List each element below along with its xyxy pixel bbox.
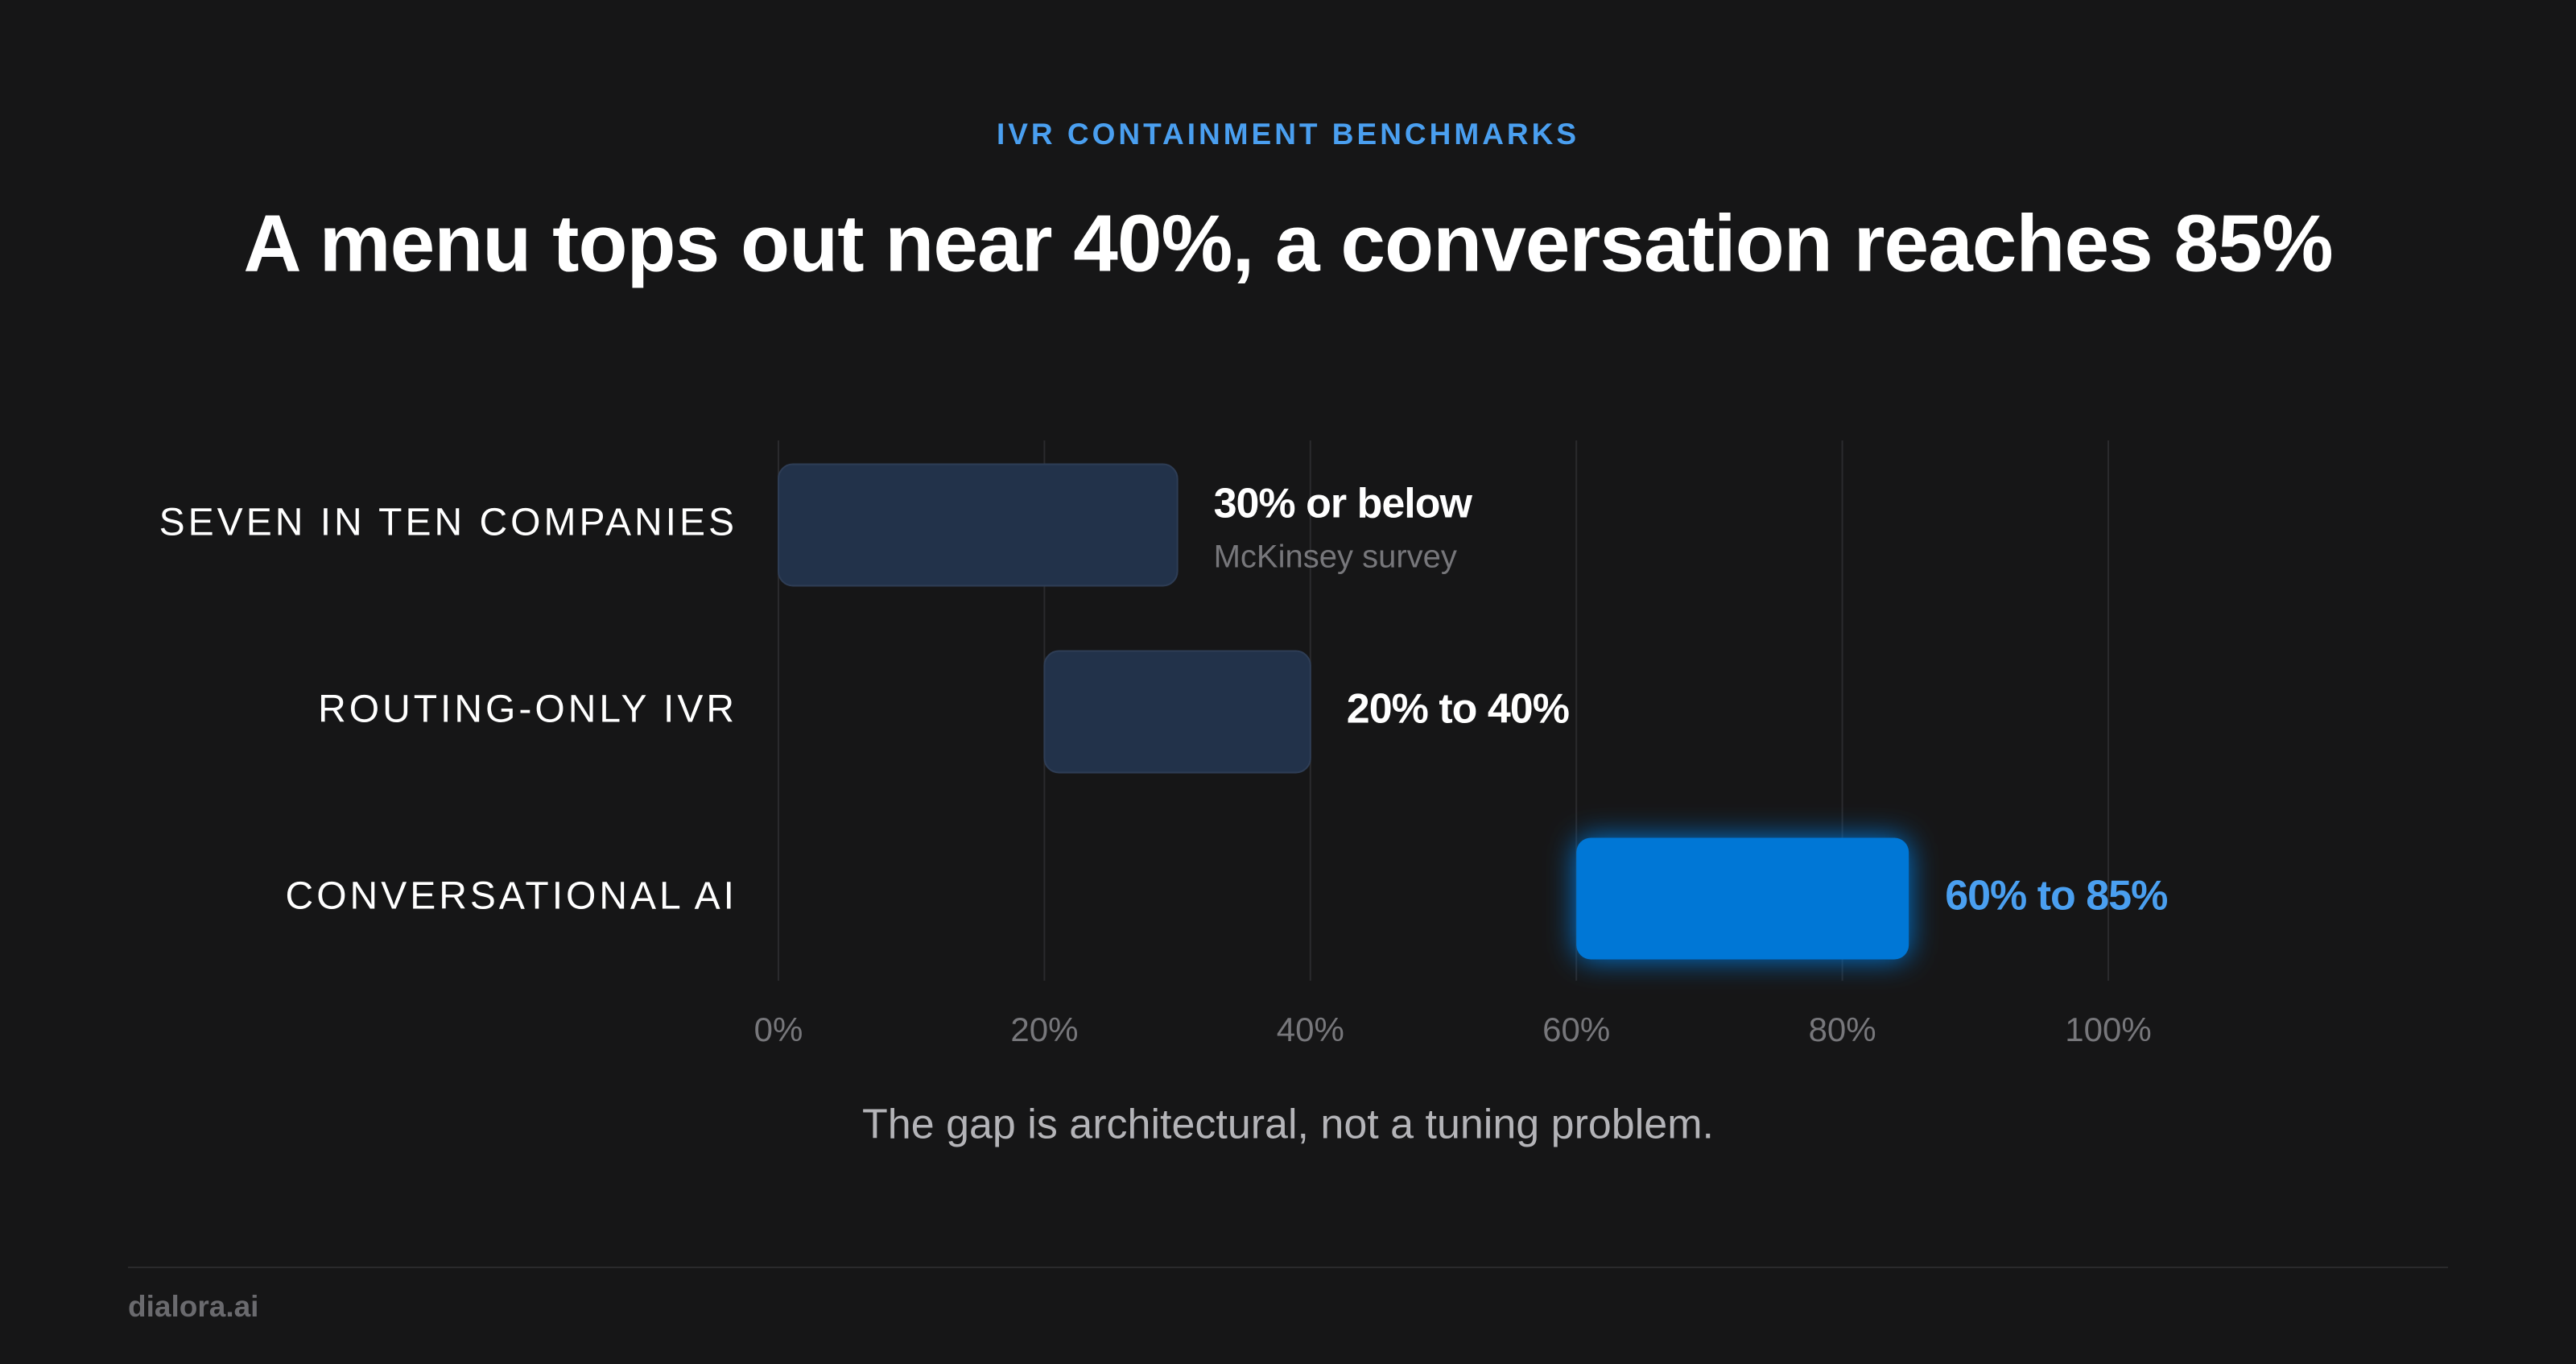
category-label: ROUTING-ONLY IVR — [318, 688, 737, 731]
value-label: 20% to 40% — [1347, 686, 1569, 733]
brand: dialora.ai — [128, 1290, 258, 1323]
bar — [778, 463, 1179, 587]
x-tick-label: 20% — [1010, 1011, 1078, 1048]
plot-area: 0% 20% 40% 60% 80% 100% SEVEN IN TEN COMPANIES… — [159, 440, 2168, 1048]
category-label: CONVERSATIONAL AI — [286, 875, 737, 918]
value-label: 60% to 85% — [1945, 873, 2167, 920]
x-tick-label: 0% — [754, 1011, 803, 1048]
x-tick-label: 60% — [1542, 1011, 1610, 1048]
caption: The gap is architectural, not a tuning p… — [862, 1102, 1714, 1148]
bar — [1576, 837, 1909, 960]
value-note: McKinsey survey — [1214, 539, 1457, 575]
x-tick-label: 40% — [1277, 1011, 1344, 1048]
kicker: IVR CONTAINMENT BENCHMARKS — [997, 118, 1579, 151]
chart-title: A menu tops out near 40%, a conversation… — [243, 198, 2332, 288]
value-label: 30% or below — [1214, 481, 1473, 527]
x-tick-label: 100% — [2065, 1011, 2151, 1048]
bar — [1043, 650, 1311, 774]
category-label: SEVEN IN TEN COMPANIES — [159, 502, 737, 544]
x-tick-label: 80% — [1809, 1011, 1876, 1048]
